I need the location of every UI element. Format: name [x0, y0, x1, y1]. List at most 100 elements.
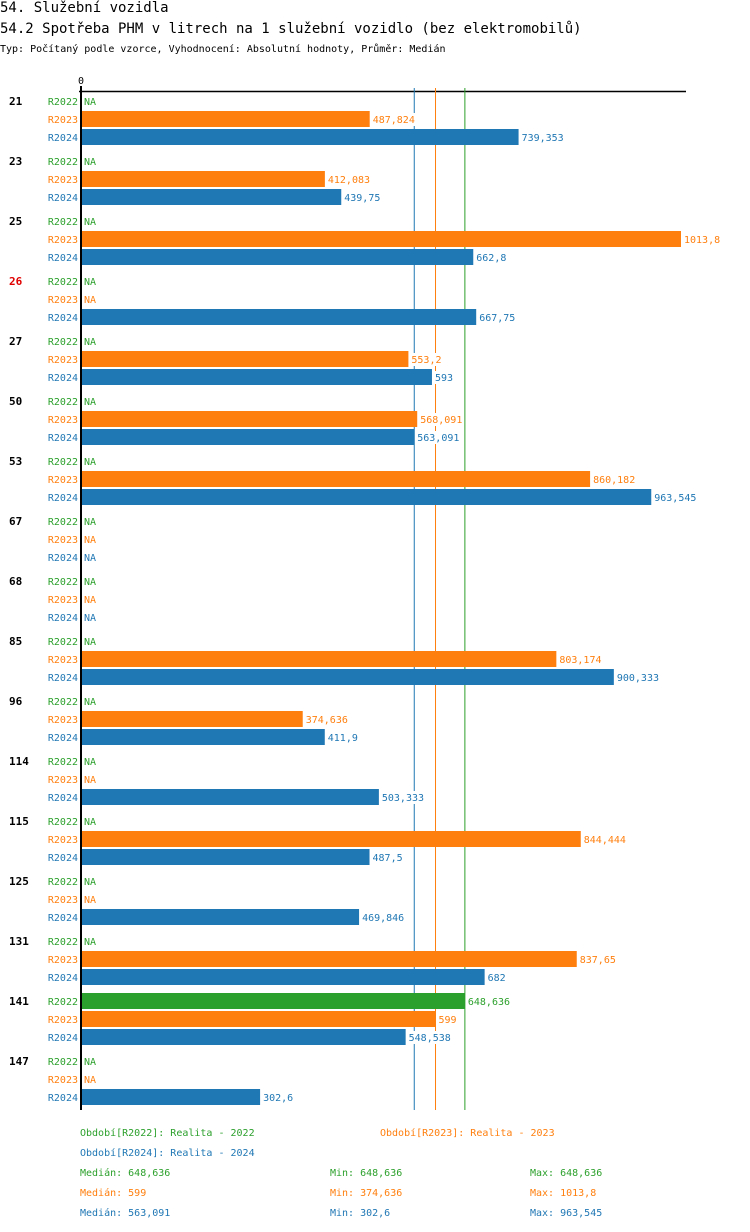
- value-label-bg: [558, 653, 604, 666]
- series-label: R2024: [48, 373, 78, 384]
- value-label: 900,333: [617, 673, 659, 684]
- na-label: NA: [84, 937, 96, 948]
- value-label: 662,8: [476, 253, 506, 264]
- value-label-bg: [433, 371, 455, 384]
- value-label: 553,2: [411, 355, 441, 366]
- value-label-bg: [380, 791, 426, 804]
- stat-max-r2024: Max: 963,545: [530, 1208, 603, 1219]
- value-label-bg: [410, 353, 443, 366]
- series-label: R2022: [48, 997, 78, 1008]
- series-label: R2023: [48, 415, 78, 426]
- series-label: R2024: [48, 913, 78, 924]
- bar-r2023: [81, 651, 557, 667]
- na-label: NA: [84, 877, 96, 888]
- bar-r2023: [81, 351, 409, 367]
- series-label: R2024: [48, 493, 78, 504]
- bar-r2024: [81, 849, 370, 865]
- value-label-bg: [416, 431, 461, 444]
- series-label: R2024: [48, 793, 78, 804]
- series-label: R2024: [48, 133, 78, 144]
- bar-r2024: [81, 1089, 261, 1105]
- bar-r2023: [81, 1011, 436, 1027]
- series-label: R2024: [48, 433, 78, 444]
- value-label: 503,333: [382, 793, 424, 804]
- value-label-bg: [407, 1031, 453, 1044]
- na-label: NA: [84, 1075, 96, 1086]
- series-label: R2023: [48, 175, 78, 186]
- stat-max-r2023: Max: 1013,8: [530, 1188, 597, 1199]
- series-label: R2022: [48, 1057, 78, 1068]
- value-label: 548,538: [409, 1033, 451, 1044]
- na-label: NA: [84, 595, 96, 606]
- value-label: 739,353: [522, 133, 564, 144]
- category-label: 114: [9, 755, 29, 768]
- series-label: R2022: [48, 217, 78, 228]
- series-label: R2023: [48, 1075, 78, 1086]
- category-label: 131: [9, 935, 29, 948]
- chart-subtitle: Typ: Počítaný podle vzorce, Vyhodnocení:…: [0, 44, 446, 55]
- na-label: NA: [84, 895, 96, 906]
- category-label: 96: [9, 695, 23, 708]
- series-label: R2024: [48, 1093, 78, 1104]
- category-label: 125: [9, 875, 29, 888]
- category-label: 67: [9, 515, 22, 528]
- na-label: NA: [84, 697, 96, 708]
- category-label: 85: [9, 635, 22, 648]
- value-label-bg: [653, 491, 698, 504]
- series-label: R2022: [48, 397, 78, 408]
- stat-median-r2023: Medián: 599: [80, 1188, 147, 1199]
- series-label: R2022: [48, 277, 78, 288]
- value-label: 1013,8: [684, 235, 720, 246]
- bar-r2024: [81, 969, 485, 985]
- category-label: 53: [9, 455, 22, 468]
- bar-r2023: [81, 831, 581, 847]
- value-label: 374,636: [306, 715, 348, 726]
- value-label-bg: [615, 671, 661, 684]
- value-label-bg: [592, 473, 637, 486]
- value-label: 487,5: [373, 853, 403, 864]
- value-label: 648,636: [468, 997, 510, 1008]
- series-label: R2024: [48, 553, 78, 564]
- na-label: NA: [84, 397, 96, 408]
- series-label: R2024: [48, 313, 78, 324]
- na-label: NA: [84, 97, 96, 108]
- legend-period-r2024: Období[R2024]: Realita - 2024: [80, 1148, 255, 1159]
- bar-r2024: [81, 369, 432, 385]
- value-label-bg: [486, 971, 507, 984]
- category-label: 50: [9, 395, 22, 408]
- value-label: 568,091: [420, 415, 462, 426]
- na-label: NA: [84, 817, 96, 828]
- value-label: 803,174: [559, 655, 601, 666]
- na-label: NA: [84, 535, 96, 546]
- series-label: R2023: [48, 1015, 78, 1026]
- series-label: R2023: [48, 895, 78, 906]
- series-label: R2023: [48, 235, 78, 246]
- bar-r2024: [81, 729, 325, 745]
- category-label: 115: [9, 815, 29, 828]
- series-label: R2022: [48, 757, 78, 768]
- series-label: R2022: [48, 637, 78, 648]
- value-label: 599: [439, 1015, 457, 1026]
- na-label: NA: [84, 775, 96, 786]
- stat-median-r2022: Medián: 648,636: [80, 1168, 171, 1179]
- value-label: 469,846: [362, 913, 404, 924]
- value-label-bg: [478, 311, 517, 324]
- value-label-bg: [304, 713, 350, 726]
- series-label: R2023: [48, 355, 78, 366]
- category-label: 23: [9, 155, 22, 168]
- value-label-bg: [343, 191, 382, 204]
- stat-min-r2024: Min: 302,6: [330, 1208, 391, 1219]
- section-title: 54. Služební vozidla: [0, 0, 169, 16]
- category-label: 26: [9, 275, 23, 288]
- value-label: 667,75: [479, 313, 515, 324]
- value-label-bg: [582, 833, 628, 846]
- series-label: R2023: [48, 955, 78, 966]
- na-label: NA: [84, 517, 96, 528]
- series-label: R2024: [48, 733, 78, 744]
- stat-min-r2022: Min: 648,636: [330, 1168, 403, 1179]
- series-label: R2022: [48, 457, 78, 468]
- value-label: 563,091: [417, 433, 459, 444]
- category-label: 27: [9, 335, 22, 348]
- series-label: R2022: [48, 157, 78, 168]
- series-label: R2023: [48, 595, 78, 606]
